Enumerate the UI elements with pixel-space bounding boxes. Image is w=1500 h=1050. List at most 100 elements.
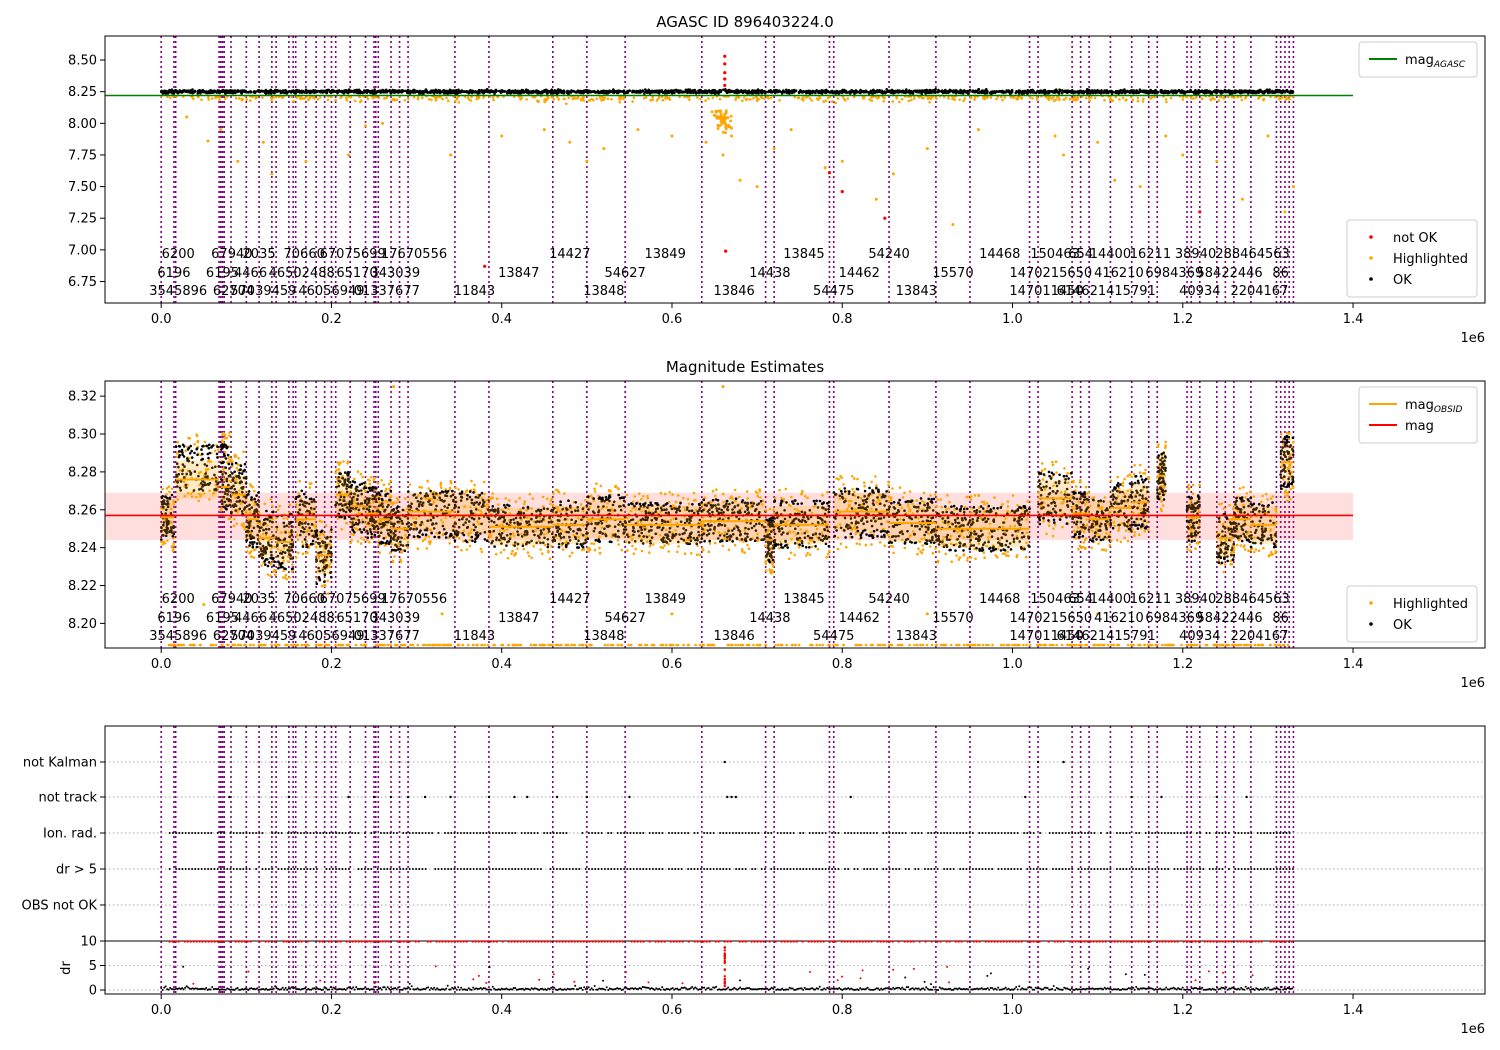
- x-tick-label: 1.2: [1172, 312, 1193, 327]
- highlighted-point: [520, 96, 524, 99]
- ok-point: [605, 91, 609, 94]
- ok-point: [1073, 90, 1077, 93]
- highlighted-point: [973, 95, 977, 99]
- ok-point: [407, 91, 411, 94]
- ok-point: [444, 90, 447, 93]
- ok-point: [698, 89, 701, 92]
- highlighted-point: [257, 511, 261, 514]
- ok-point: [436, 90, 440, 94]
- highlighted-point: [1244, 97, 1247, 100]
- highlighted-point: [430, 98, 433, 102]
- ok-point: [917, 89, 921, 93]
- highlighted-point: [370, 475, 373, 479]
- highlighted-point: [366, 538, 369, 542]
- ok-point: [1023, 90, 1027, 94]
- ok-point: [1165, 89, 1169, 93]
- highlighted-point: [1181, 153, 1185, 157]
- highlighted-point: [995, 97, 998, 101]
- obsid-label: 14462: [839, 266, 880, 281]
- ok-point: [417, 90, 421, 93]
- highlighted-point: [236, 159, 240, 163]
- highlighted-point: [298, 479, 302, 483]
- ok-point: [1278, 89, 1281, 92]
- highlighted-point: [778, 99, 781, 102]
- highlighted-point: [1209, 98, 1213, 102]
- highlighted-point: [600, 96, 604, 99]
- ok-point: [245, 539, 248, 542]
- ok-point: [182, 455, 186, 458]
- highlighted-point: [225, 436, 228, 440]
- highlighted-point: [1093, 96, 1097, 100]
- ok-point: [817, 89, 821, 93]
- ok-point: [1217, 90, 1221, 93]
- ok-point: [310, 90, 314, 94]
- ok-point: [888, 89, 892, 93]
- ok-point: [351, 528, 354, 531]
- ok-point: [471, 89, 474, 93]
- highlighted-point: [1088, 99, 1091, 102]
- highlighted-point: [622, 97, 625, 101]
- obsid-label: 54475: [813, 284, 854, 299]
- highlighted-point: [1192, 97, 1195, 100]
- highlighted-point: [403, 99, 407, 102]
- ok-point: [831, 91, 835, 95]
- highlighted-point: [1165, 100, 1168, 104]
- highlighted-point: [601, 98, 605, 102]
- highlighted-point: [752, 96, 755, 100]
- ok-point: [669, 90, 673, 94]
- ok-point: [218, 90, 222, 93]
- highlighted-point: [233, 453, 237, 457]
- ok-point: [977, 87, 980, 91]
- highlighted-point: [377, 96, 381, 100]
- obsid-label: 58422446: [1197, 266, 1263, 281]
- ok-point: [1129, 89, 1133, 92]
- highlighted-point: [1131, 98, 1135, 102]
- ok-point: [1043, 92, 1047, 95]
- ok-point: [652, 90, 656, 93]
- highlighted-point: [1109, 98, 1113, 101]
- ok-point: [1082, 91, 1085, 95]
- highlighted-point: [1118, 98, 1121, 101]
- highlighted-point: [1096, 140, 1100, 144]
- ok-point: [792, 91, 796, 94]
- ok-point: [1262, 91, 1266, 95]
- ok-point: [760, 91, 764, 94]
- highlighted-point: [704, 140, 708, 144]
- highlighted-point: [237, 97, 241, 100]
- ok-point: [181, 451, 184, 454]
- highlighted-point: [175, 455, 178, 459]
- ok-point: [524, 90, 528, 93]
- ok-point: [785, 88, 788, 92]
- highlighted-point: [721, 153, 725, 157]
- ok-point: [207, 446, 211, 450]
- highlighted-point: [237, 463, 240, 467]
- y-tick-label: 6.75: [68, 275, 97, 290]
- highlighted-point: [744, 98, 748, 101]
- obsid-label: 13843: [896, 284, 937, 299]
- ok-point: [366, 536, 370, 539]
- ok-point: [588, 89, 592, 93]
- not-ok-point: [883, 216, 887, 220]
- ok-point: [220, 443, 224, 446]
- highlighted-point: [1240, 98, 1244, 102]
- ok-point: [582, 90, 585, 93]
- ok-point: [873, 91, 876, 94]
- ok-point: [507, 90, 510, 94]
- ok-point: [737, 89, 741, 93]
- highlighted-point: [169, 96, 172, 100]
- ok-point: [532, 90, 536, 94]
- y-tick-label: 7.00: [68, 243, 97, 258]
- obsid-label: 46502488: [269, 266, 335, 281]
- highlighted-point: [789, 128, 793, 132]
- ok-point: [161, 495, 164, 498]
- highlighted-point: [412, 95, 416, 99]
- highlighted-point: [221, 433, 224, 437]
- highlighted-point: [743, 96, 746, 99]
- ok-point: [439, 90, 443, 94]
- ok-point: [740, 89, 743, 92]
- ok-point: [509, 91, 512, 95]
- obsid-label: 6196: [157, 266, 190, 281]
- highlighted-point: [710, 110, 714, 114]
- highlighted-point: [276, 508, 280, 512]
- ok-point: [178, 453, 181, 457]
